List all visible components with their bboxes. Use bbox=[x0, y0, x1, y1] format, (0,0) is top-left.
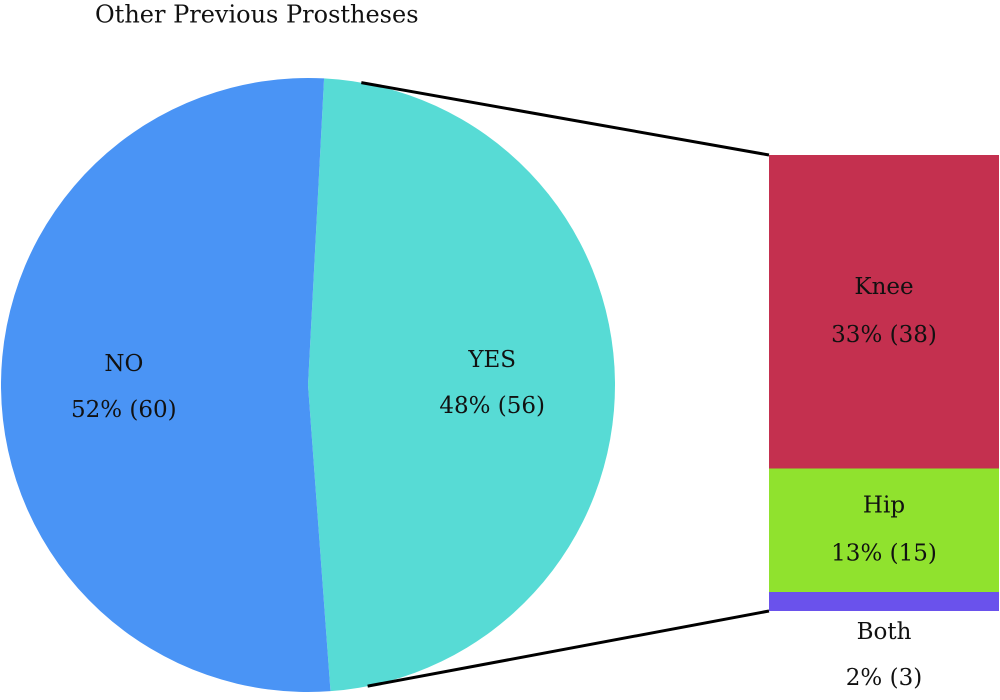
segment-value-label: 2% (3) bbox=[846, 665, 922, 691]
bar-segment bbox=[769, 155, 999, 469]
segment-label: Both bbox=[857, 619, 912, 645]
pie-slice bbox=[0, 77, 331, 693]
segment-label: Hip bbox=[863, 492, 905, 518]
slice-label: NO bbox=[104, 351, 143, 377]
chart-title: Other Previous Prostheses bbox=[95, 1, 419, 29]
segment-value-label: 13% (15) bbox=[831, 540, 937, 566]
bar-segment bbox=[769, 592, 999, 611]
segment-label: Knee bbox=[854, 274, 913, 300]
slice-value-label: 48% (56) bbox=[439, 393, 545, 419]
pie-slice bbox=[308, 78, 615, 692]
connector-line bbox=[361, 81, 770, 157]
slice-label: YES bbox=[467, 347, 516, 373]
bar-segment bbox=[769, 468, 999, 592]
segment-value-label: 33% (38) bbox=[831, 322, 937, 348]
slice-value-label: 52% (60) bbox=[71, 397, 177, 423]
connector-line bbox=[367, 609, 770, 688]
